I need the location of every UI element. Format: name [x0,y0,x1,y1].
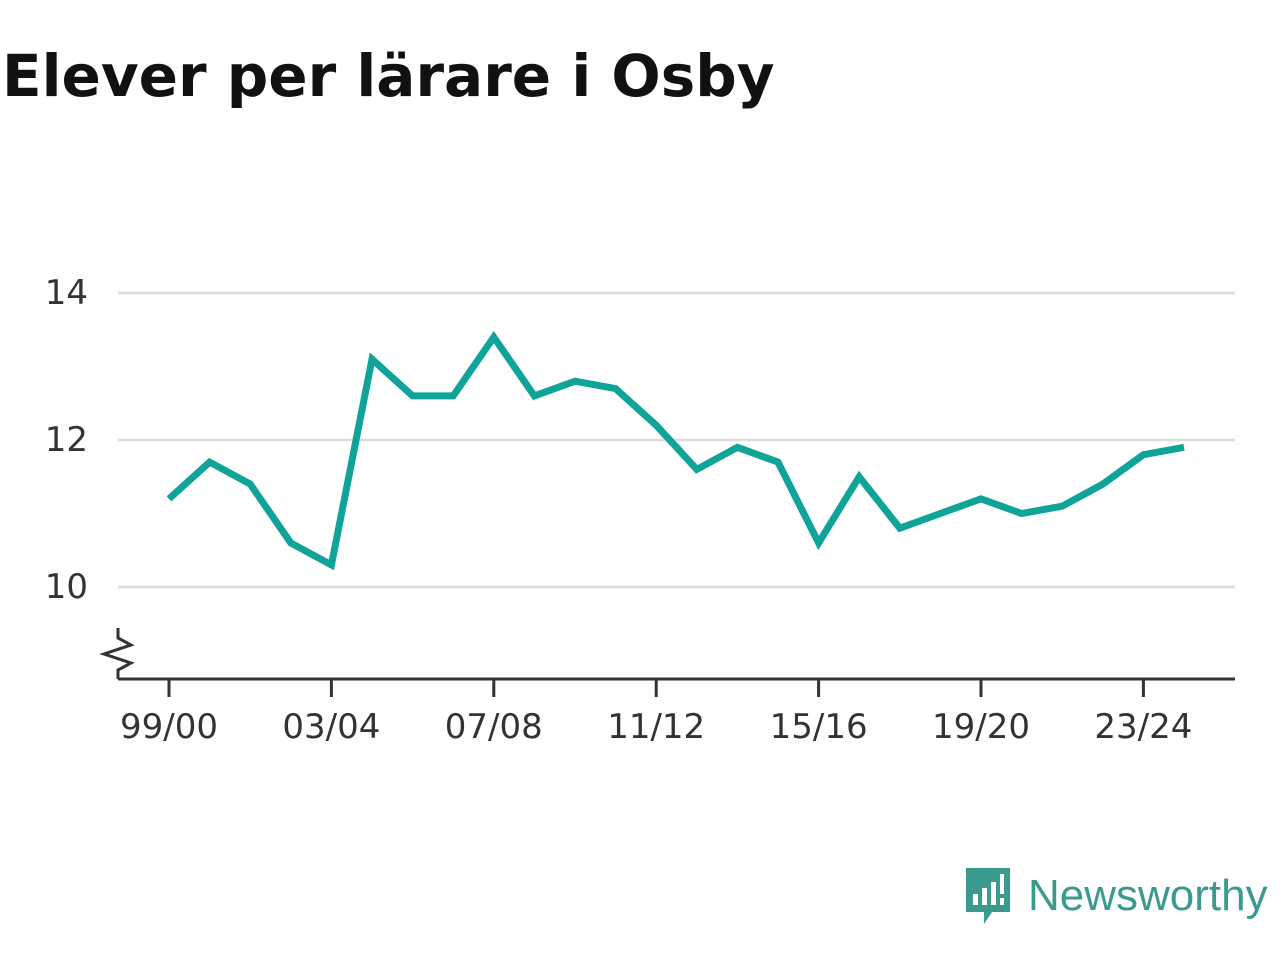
x-axis-labels: 99/00 03/04 07/08 11/12 15/16 19/20 23/24 [120,707,1192,747]
brand-logo: Newsworthy [962,862,1268,930]
series-line-0 [166,330,1185,571]
y-tick-label: 10 [45,567,88,607]
x-tick-label: 15/16 [770,707,868,747]
x-tick-label: 99/00 [120,707,218,747]
x-tick-label: 11/12 [607,707,705,747]
x-tick-label: 23/24 [1094,707,1192,747]
y-axis-labels: 10 12 14 [45,273,88,607]
series-layer [166,330,1185,571]
brand-name: Newsworthy [1028,871,1268,920]
axis-break-marker [99,628,135,679]
x-tick-label: 03/04 [282,707,380,747]
x-axis [99,628,1235,697]
gridlines [118,291,1235,589]
y-tick-label: 14 [45,273,88,313]
x-tick-label: 07/08 [445,707,543,747]
chart-title: Elever per lärare i Osby [2,42,775,110]
y-tick-label: 12 [45,420,88,460]
newsworthy-logo-icon [966,868,1010,924]
x-tick-label: 19/20 [932,707,1030,747]
